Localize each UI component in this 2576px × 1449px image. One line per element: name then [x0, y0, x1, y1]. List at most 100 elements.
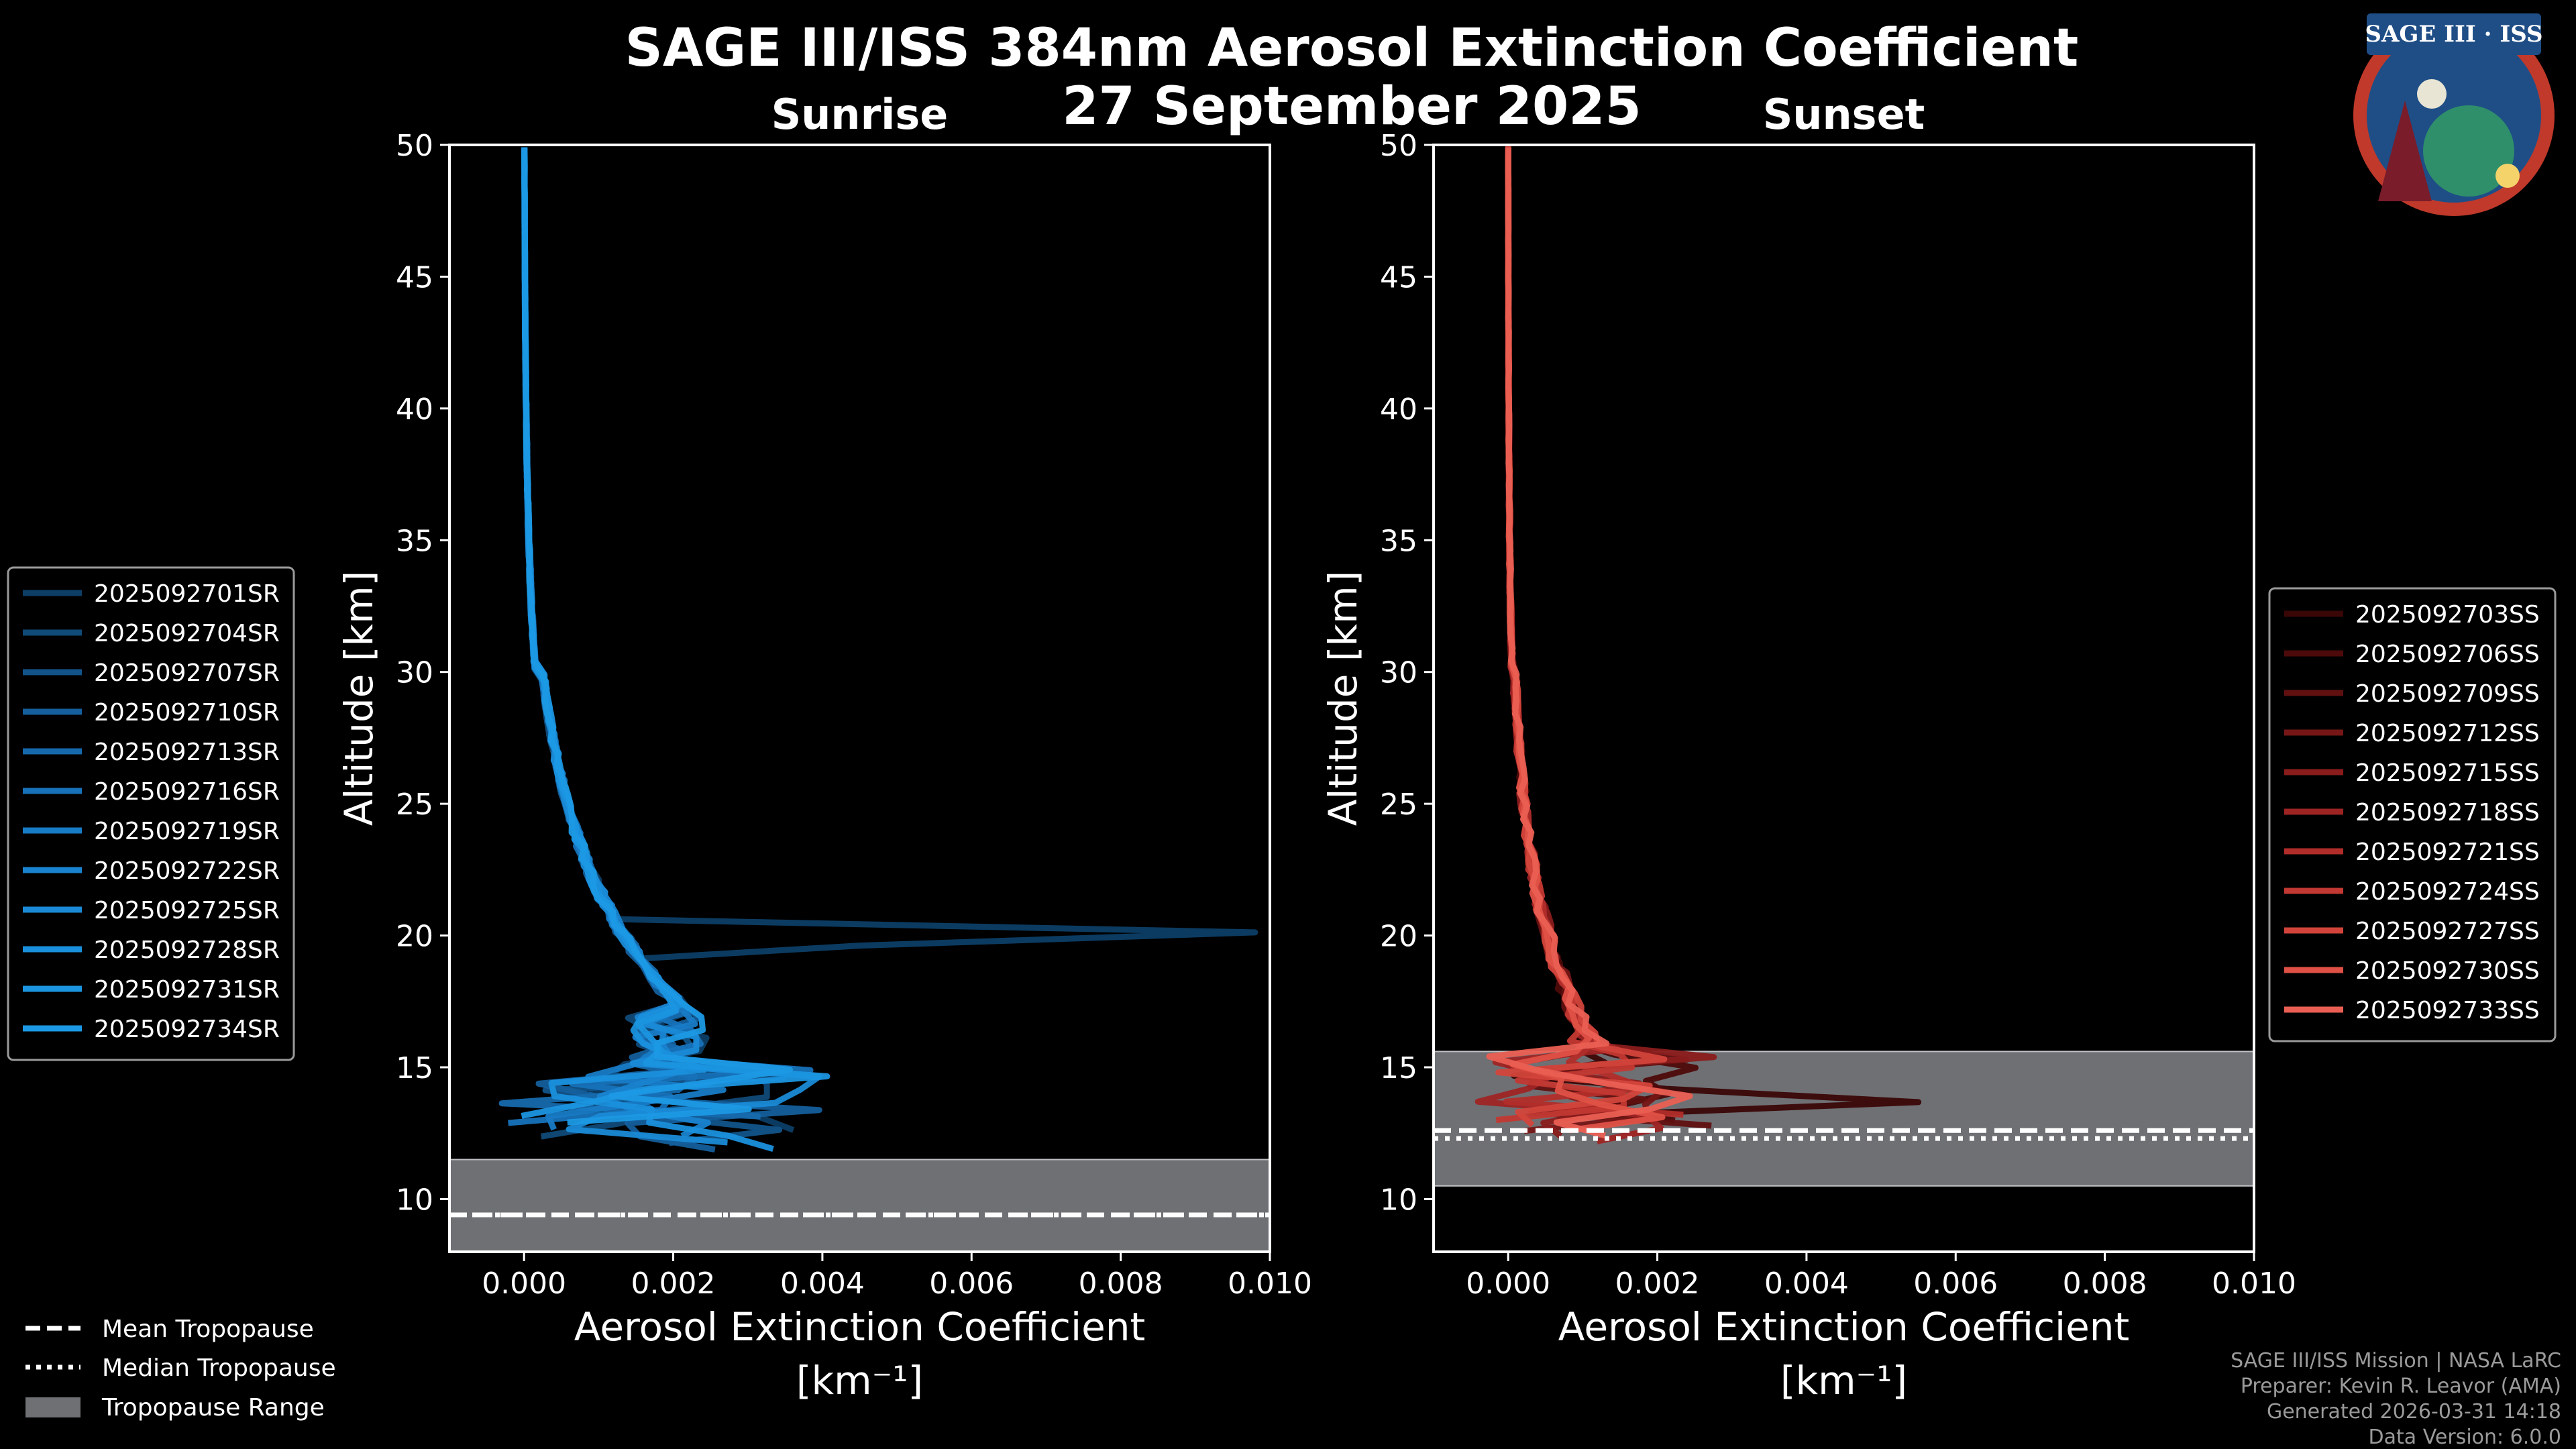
plot-frame	[1432, 144, 2255, 1253]
y-axis-label: Altitude [km]	[336, 571, 382, 826]
x-tick-label: 0.010	[2212, 1267, 2296, 1301]
legend-entry: 2025092709SS	[2355, 680, 2540, 708]
profile-line	[521, 154, 1258, 1133]
legend-entry: 2025092728SR	[94, 936, 280, 964]
x-tick-label: 0.002	[631, 1267, 716, 1301]
legend-entry: 2025092730SS	[2355, 957, 2540, 985]
credits: SAGE III/ISS Mission | NASA LaRC Prepare…	[2231, 1349, 2561, 1449]
y-tick-label: 10	[396, 1183, 433, 1217]
y-tick-label: 25	[1380, 788, 1417, 822]
x-tick-label: 0.002	[1615, 1267, 1700, 1301]
credit-line: SAGE III/ISS Mission | NASA LaRC	[2231, 1349, 2561, 1373]
legend-entry: 2025092701SR	[94, 580, 280, 608]
legend-entry: 2025092715SS	[2355, 759, 2540, 787]
logo-text: SAGE III · ISS	[2365, 21, 2542, 48]
y-tick-label: 35	[1380, 524, 1417, 558]
legend-entry: 2025092719SR	[94, 818, 280, 845]
x-tick-label: 0.000	[482, 1267, 566, 1301]
x-tick-label: 0.004	[780, 1267, 865, 1301]
x-tick-label: 0.008	[2063, 1267, 2147, 1301]
y-tick-label: 50	[396, 129, 433, 163]
profile-line	[1504, 156, 1665, 1134]
profile-line	[521, 147, 774, 1152]
profile-line	[1505, 153, 1922, 1119]
figure-icon	[2378, 101, 2432, 201]
profile-line	[1505, 155, 1666, 1134]
earth-icon	[2423, 105, 2514, 197]
panel-title: Sunset	[1763, 90, 1925, 139]
mean-tropopause-label: Mean Tropopause	[102, 1316, 314, 1343]
y-tick-label: 45	[396, 260, 433, 294]
y-tick-label: 50	[1380, 129, 1417, 163]
legend-box	[7, 566, 295, 1061]
x-tick-label: 0.010	[1228, 1267, 1312, 1301]
profile-line	[1505, 145, 1699, 1124]
profile-line	[1505, 148, 1717, 1139]
credit-line: Data Version: 6.0.0	[2369, 1426, 2561, 1449]
legend-entry: 2025092718SS	[2355, 799, 2540, 826]
legend-entry: 2025092704SR	[94, 620, 280, 647]
profile-line	[521, 148, 711, 1139]
sage-logo: SAGE III · ISS	[2353, 13, 2555, 216]
legend-entry: 2025092722SR	[94, 857, 280, 885]
x-axis-label: Aerosol Extinction Coefficient	[1558, 1304, 2130, 1350]
profile-line	[498, 154, 761, 1120]
legend-entry: 2025092731SR	[94, 976, 280, 1004]
y-tick-label: 35	[396, 524, 433, 558]
x-tick-label: 0.006	[1913, 1267, 1998, 1301]
median-tropopause-label: Median Tropopause	[102, 1354, 336, 1382]
chart-title: SAGE III/ISS 384nm Aerosol Extinction Co…	[625, 18, 2079, 78]
moon-icon	[2417, 79, 2447, 109]
x-tick-label: 0.004	[1764, 1267, 1849, 1301]
profile-lines	[498, 147, 1258, 1153]
legend-entry: 2025092725SR	[94, 897, 280, 924]
legend-entry: 2025092734SR	[94, 1016, 280, 1043]
profile-line	[521, 154, 727, 1131]
sunrise-legend: 2025092701SR 2025092704SR 2025092707SR 2025…	[7, 566, 295, 1061]
chart-date: 27 September 2025	[1062, 76, 1642, 137]
profile-line	[1503, 152, 1684, 1118]
x-tick-label: 0.006	[929, 1267, 1014, 1301]
tropopause-range-label: Tropopause Range	[101, 1394, 325, 1421]
credit-line: Generated 2026-03-31 14:18	[2267, 1400, 2561, 1424]
x-tick-label: 0.008	[1079, 1267, 1163, 1301]
y-tick-label: 40	[396, 392, 433, 427]
tropopause-legend: Mean Tropopause Median Tropopause Tropop…	[25, 1316, 336, 1421]
sunset-legend: 2025092703SS 2025092706SS 2025092709SS 2025…	[2268, 587, 2557, 1042]
x-axis-unit: [km⁻¹]	[796, 1358, 923, 1403]
plot-frame	[448, 144, 1271, 1253]
y-tick-label: 30	[396, 656, 433, 690]
legend-entry: 2025092710SR	[94, 699, 280, 727]
x-axis-label: Aerosol Extinction Coefficient	[574, 1304, 1146, 1350]
sunset-panel: 0.000 0.002 0.004 0.006 0.008 0.010 10 15 20 25 30…	[1320, 90, 2296, 1403]
legend-entry: 2025092706SS	[2355, 641, 2540, 668]
panel-title: Sunrise	[771, 90, 949, 139]
legend-entry: 2025092712SS	[2355, 720, 2540, 747]
profile-line	[521, 154, 830, 1119]
legend-entry: 2025092716SR	[94, 778, 280, 806]
tropopause-range-band	[449, 1159, 1271, 1252]
profile-line	[521, 147, 793, 1126]
profile-lines	[1474, 145, 1922, 1144]
profile-line	[521, 154, 787, 1146]
y-tick-label: 20	[1380, 920, 1417, 954]
x-tick-label: 0.000	[1466, 1267, 1550, 1301]
y-tick-label: 15	[396, 1051, 433, 1085]
tropopause-range-swatch	[25, 1397, 80, 1417]
legend-entry: 2025092727SS	[2355, 918, 2540, 945]
profile-line	[521, 148, 770, 1140]
y-tick-label: 45	[1380, 260, 1417, 294]
sunrise-panel: 0.000 0.002 0.004 0.006 0.008 0.010 10 15 20 25 30…	[336, 90, 1312, 1403]
y-axis-label: Altitude [km]	[1320, 571, 1366, 826]
legend-entry: 2025092703SS	[2355, 601, 2540, 629]
profile-line	[1505, 150, 1712, 1129]
sun-icon	[2496, 164, 2520, 188]
legend-entry: 2025092721SS	[2355, 839, 2540, 866]
y-tick-label: 30	[1380, 656, 1417, 690]
legend-entry: 2025092733SS	[2355, 997, 2540, 1024]
x-axis-unit: [km⁻¹]	[1780, 1358, 1907, 1403]
y-tick-label: 25	[396, 788, 433, 822]
y-tick-label: 20	[396, 920, 433, 954]
y-tick-label: 15	[1380, 1051, 1417, 1085]
